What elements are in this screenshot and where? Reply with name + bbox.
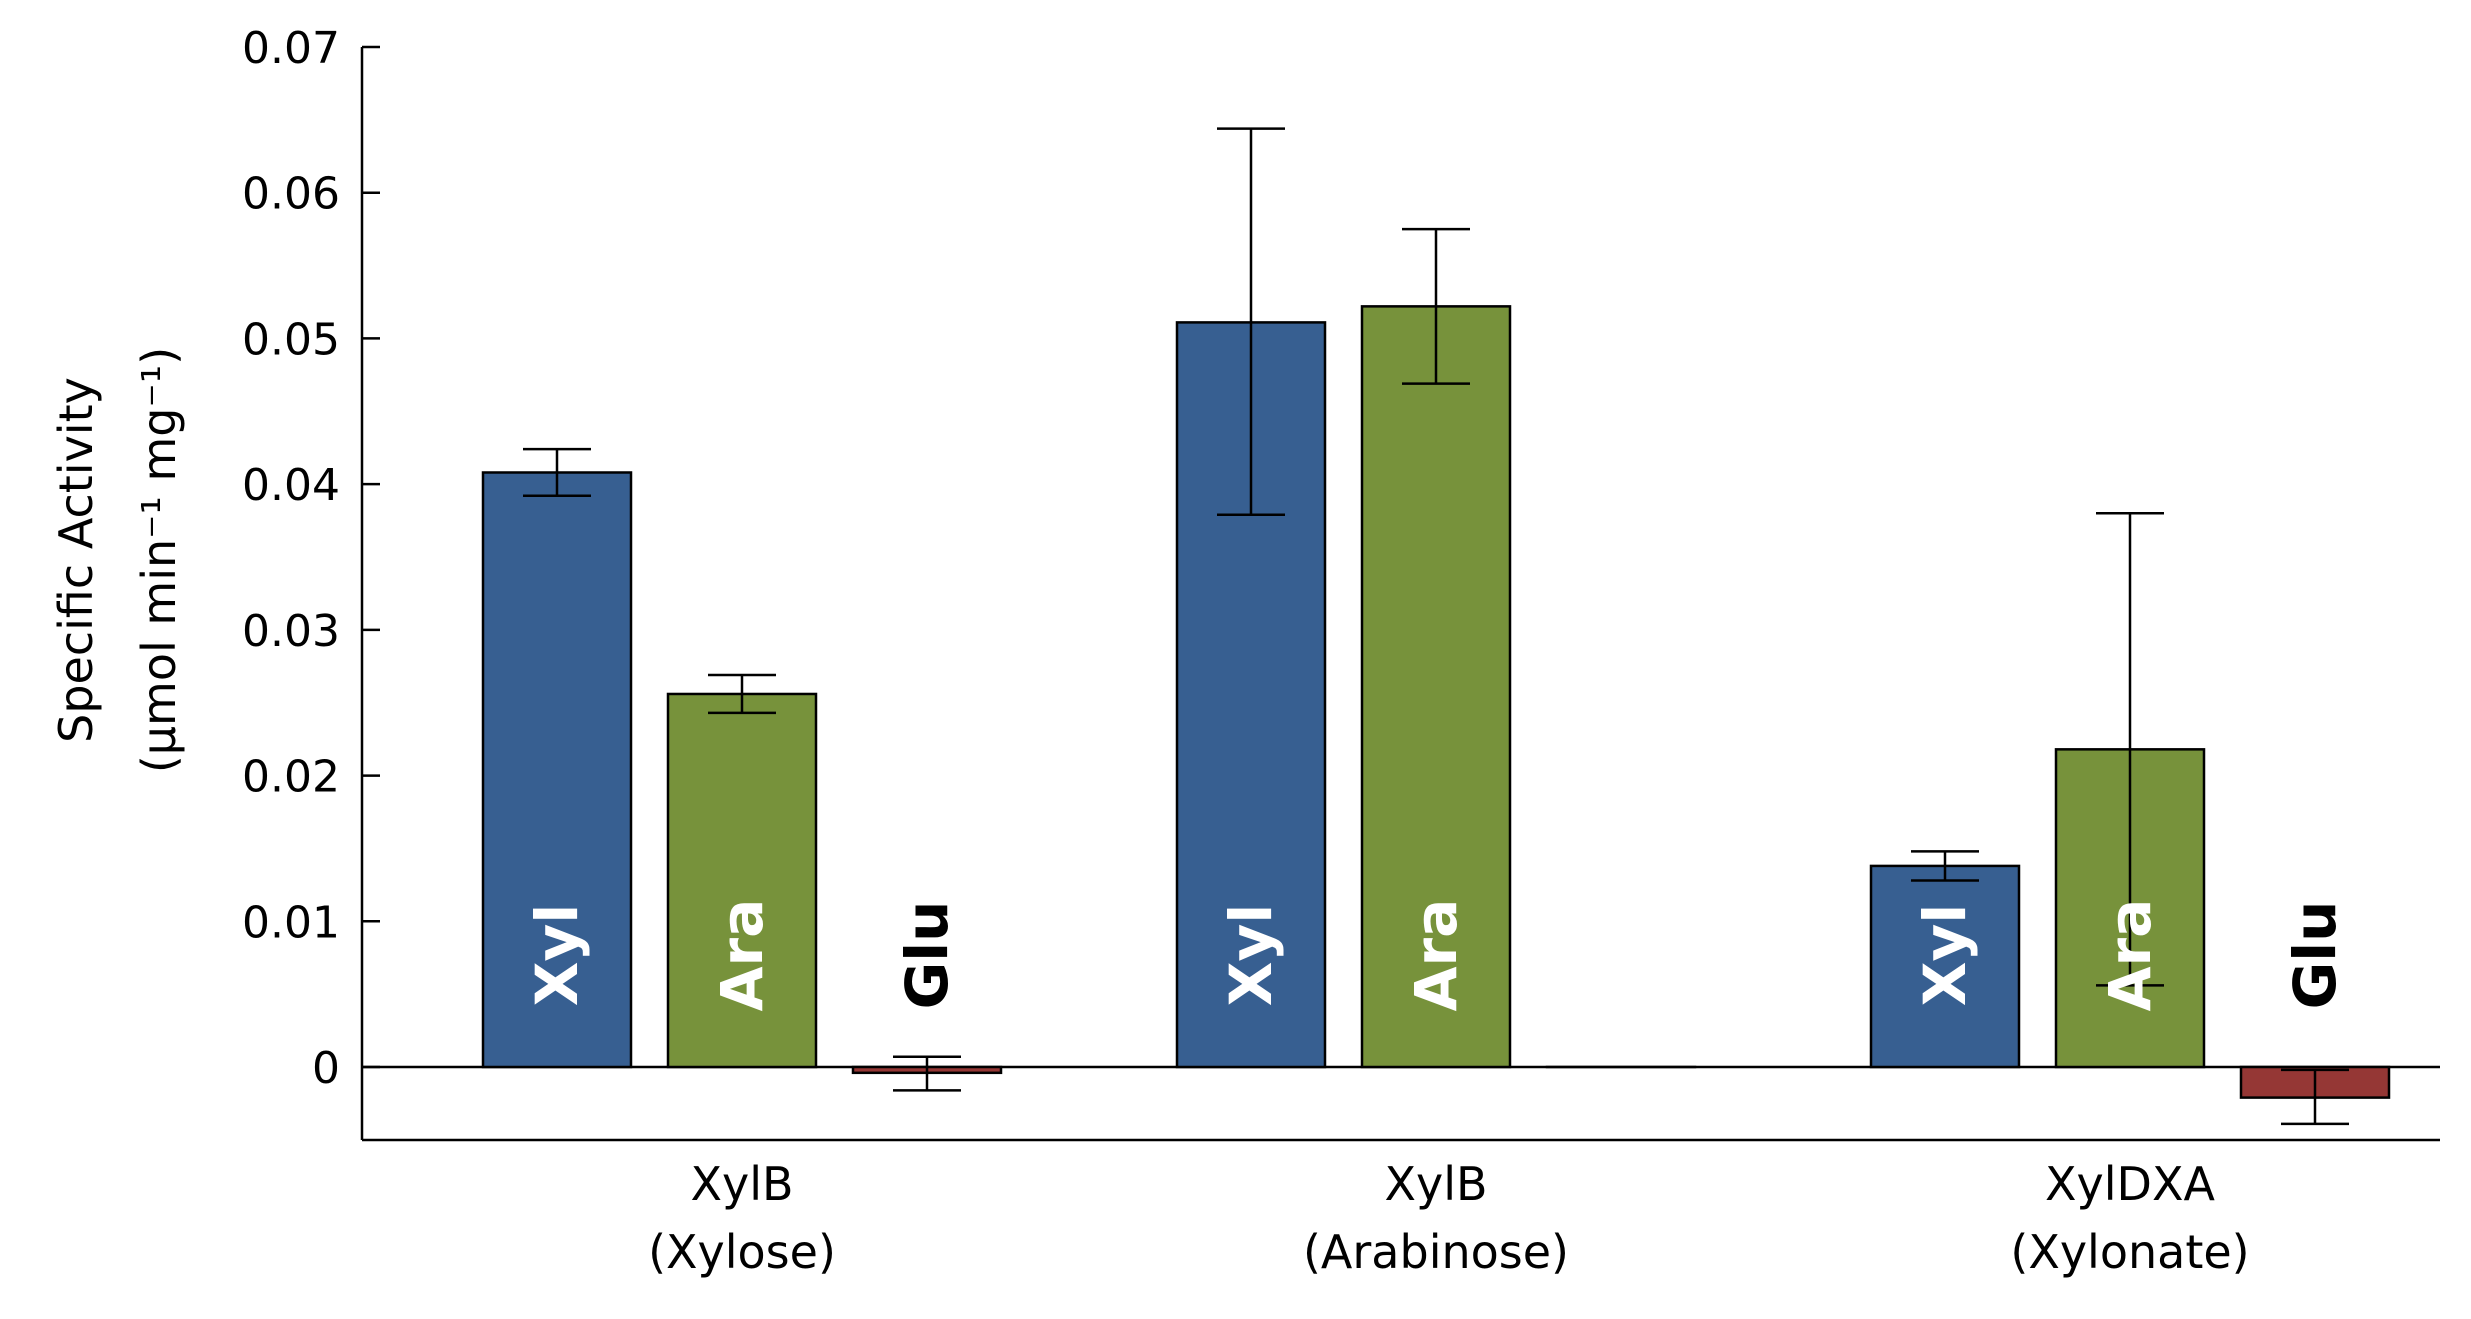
- y-tick-label: 0.02: [242, 752, 340, 803]
- bar-label-xyl: Xyl: [1911, 904, 1979, 1006]
- bar-labels: Xyl Xyl Xyl Ara Ara Ara Glu Glu: [523, 899, 2349, 1012]
- y-tick-label: 0.04: [242, 460, 340, 511]
- x-tick-label: XylDXA: [2045, 1157, 2215, 1211]
- y-tick-label: 0.03: [242, 606, 340, 657]
- x-tick-label: (Xylose): [648, 1225, 836, 1279]
- bar-xyl: [1869, 864, 2021, 1069]
- y-tick-label: 0.01: [242, 897, 340, 948]
- bar-xyl: [481, 471, 633, 1069]
- y-tick-label: 0.06: [242, 169, 340, 220]
- x-tick-label: XylB: [690, 1157, 793, 1211]
- bar-label-glu: Glu: [2281, 901, 2349, 1010]
- bar-ara: [1360, 305, 1512, 1069]
- y-tick-label: 0.07: [242, 23, 340, 74]
- y-axis-label-line2: (μmol min⁻¹ mg⁻¹): [132, 347, 186, 773]
- bar-label-ara: Ara: [2096, 899, 2164, 1012]
- bars: [481, 305, 2391, 1099]
- axes: 0 0.01 0.02 0.03 0.04 0.05 0.06 0.07 XylB (Xylose…: [242, 23, 2440, 1279]
- y-axis-label-line1: Specific Activity: [49, 377, 103, 743]
- y-tick-label: 0.05: [242, 314, 340, 365]
- y-tick-label: 0: [312, 1043, 340, 1094]
- bar-label-ara: Ara: [708, 899, 776, 1012]
- bar-label-xyl: Xyl: [1217, 904, 1285, 1006]
- x-tick-label: (Arabinose): [1303, 1225, 1569, 1279]
- bar-label-ara: Ara: [1402, 899, 1470, 1012]
- bar-label-glu: Glu: [893, 901, 961, 1010]
- bar-ara: [666, 692, 818, 1069]
- error-bars: [523, 127, 2349, 1126]
- x-tick-label: XylB: [1384, 1157, 1487, 1211]
- bar-label-xyl: Xyl: [523, 904, 591, 1006]
- x-tick-label: (Xylonate): [2010, 1225, 2249, 1279]
